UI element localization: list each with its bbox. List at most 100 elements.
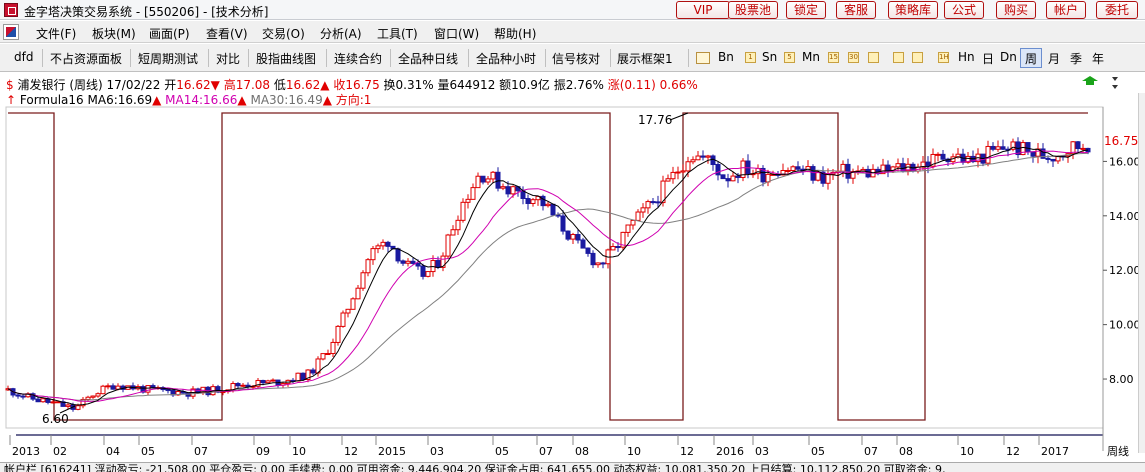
- period-day[interactable]: 日: [982, 52, 995, 66]
- x-axis-label: 03: [430, 445, 444, 458]
- menu-logo-icon[interactable]: [3, 24, 19, 40]
- x-axis-label: 07: [864, 445, 878, 458]
- candle-up: [340, 312, 346, 327]
- candle-up: [455, 219, 461, 231]
- ma6-arrow-icon: ▲: [152, 93, 162, 107]
- menu-view-screen[interactable]: 画面(P): [149, 27, 190, 41]
- last-price-label: 16.75: [1104, 134, 1138, 148]
- candle-up: [840, 163, 846, 172]
- candle-up: [440, 255, 446, 268]
- period-dn[interactable]: Dn: [1000, 50, 1017, 64]
- candle-down: [505, 186, 511, 195]
- toolbar-separator: [208, 49, 209, 67]
- period-hn[interactable]: Hn: [958, 50, 975, 64]
- order-button[interactable]: 委托: [1096, 1, 1138, 19]
- ma14-arrow-icon: ▲: [237, 93, 247, 107]
- period-year[interactable]: 年: [1092, 52, 1105, 66]
- candle-up: [355, 287, 361, 300]
- candle-down: [565, 230, 571, 240]
- period-quarter[interactable]: 季: [1070, 52, 1083, 66]
- toolbar-all-hourly-button[interactable]: 全品种小时: [476, 52, 537, 66]
- formula-button[interactable]: 公式: [944, 1, 984, 19]
- vertical-scrollbar[interactable]: [1138, 93, 1145, 453]
- period-month[interactable]: 月: [1048, 52, 1061, 66]
- candle-down: [480, 175, 486, 183]
- candle-down: [715, 164, 721, 176]
- candle-up: [510, 186, 516, 195]
- toolbar-frame1-button[interactable]: 展示框架1: [617, 52, 673, 66]
- candle-down: [550, 203, 556, 216]
- menu-file[interactable]: 文件(F): [36, 27, 77, 41]
- menu-analysis[interactable]: 分析(A): [320, 27, 362, 41]
- period-mn[interactable]: Mn: [802, 50, 820, 64]
- candle-up: [660, 180, 666, 204]
- candle-up: [895, 163, 901, 168]
- period-5min-icon[interactable]: 5: [784, 52, 795, 63]
- indicator-info-line: ↑ Formula16 MA6:16.69▲ MA14:16.66▲ MA30:…: [6, 91, 371, 108]
- menu-help[interactable]: 帮助(H): [494, 27, 537, 41]
- kline-chart-icon[interactable]: [696, 52, 710, 64]
- candle-up: [685, 161, 691, 172]
- candle-up: [630, 219, 636, 226]
- toolbar-continuous-contract-button[interactable]: 连续合约: [334, 52, 383, 66]
- vip-button[interactable]: VIP: [676, 1, 730, 19]
- candle-down: [1040, 148, 1046, 159]
- stock-pool-button[interactable]: 股票池: [728, 1, 778, 19]
- service-button[interactable]: 客服: [836, 1, 876, 19]
- open-arrow-icon: ▼: [210, 78, 220, 92]
- buy-button[interactable]: 购买: [996, 1, 1036, 19]
- candle-up: [345, 308, 351, 314]
- period-60min-icon[interactable]: [868, 52, 879, 63]
- period-extra2-icon[interactable]: [912, 52, 923, 63]
- period-1h-icon[interactable]: 1H: [938, 52, 949, 63]
- stock-name: 浦发银行: [17, 78, 66, 92]
- candle-down: [300, 372, 306, 381]
- menu-sector[interactable]: 板块(M): [92, 27, 136, 41]
- change-value: (0.11): [619, 78, 656, 92]
- toolbar-separator: [688, 49, 689, 67]
- lock-button[interactable]: 锁定: [786, 1, 826, 19]
- period-30min-icon[interactable]: 30: [848, 52, 859, 63]
- period-extra-icon[interactable]: [893, 52, 904, 63]
- open-value: 16.62: [176, 78, 211, 92]
- close-label: 收: [333, 78, 346, 92]
- account-status-text: 帐户栏 [616241] 浮动盈亏: -21,508.00 平仓盈亏: 0.00…: [4, 463, 946, 472]
- candle-down: [810, 166, 816, 181]
- period-week-active[interactable]: [1020, 48, 1042, 68]
- candle-up: [50, 401, 56, 404]
- toolbar-dfd-button[interactable]: dfd: [14, 50, 34, 64]
- candle-down: [650, 201, 656, 204]
- toolbar-compare-button[interactable]: 对比: [216, 52, 241, 66]
- period-sn[interactable]: Sn: [762, 50, 778, 64]
- period-bn[interactable]: Bn: [718, 50, 734, 64]
- period-1min-icon[interactable]: 1: [745, 52, 756, 63]
- candle-down: [385, 241, 391, 247]
- x-axis-label: 12: [1006, 445, 1020, 458]
- candle-up: [815, 171, 821, 181]
- account-button[interactable]: 帐户: [1046, 1, 1086, 19]
- menu-window[interactable]: 窗口(W): [434, 27, 480, 41]
- toolbar-signal-check-button[interactable]: 信号核对: [552, 52, 601, 66]
- candle-down: [580, 239, 586, 249]
- menu-view[interactable]: 查看(V): [206, 27, 248, 41]
- low-label: 低: [273, 78, 286, 92]
- candle-down: [555, 214, 561, 217]
- candle-up: [475, 175, 481, 189]
- toolbar-short-period-test-button[interactable]: 短周期测试: [138, 52, 199, 66]
- period-week[interactable]: 周: [1025, 52, 1038, 66]
- toolbar-all-daily-button[interactable]: 全品种日线: [398, 52, 459, 66]
- candle-up: [780, 169, 786, 176]
- candle-down: [1025, 142, 1031, 153]
- strategy-button[interactable]: 策略库: [888, 1, 938, 19]
- toolbar-separator: [610, 49, 611, 67]
- menu-tools[interactable]: 工具(T): [377, 27, 418, 41]
- window-title: 金字塔决策交易系统 - [550206] - [技术分析]: [24, 5, 269, 19]
- candle-up: [625, 224, 631, 233]
- menu-trade[interactable]: 交易(O): [262, 27, 305, 41]
- x-axis-label: 10: [292, 445, 306, 458]
- price-chart[interactable]: 8.00 10.00 12.00 14.00 16.00 16.75 2013 02 04 05 0…: [0, 73, 1145, 472]
- toolbar-no-resource-panel-button[interactable]: 不占资源面板: [50, 52, 123, 66]
- period-15min-icon[interactable]: 15: [828, 52, 839, 63]
- toolbar-index-curve-button[interactable]: 股指曲线图: [256, 52, 317, 66]
- toolbar-separator: [42, 49, 43, 67]
